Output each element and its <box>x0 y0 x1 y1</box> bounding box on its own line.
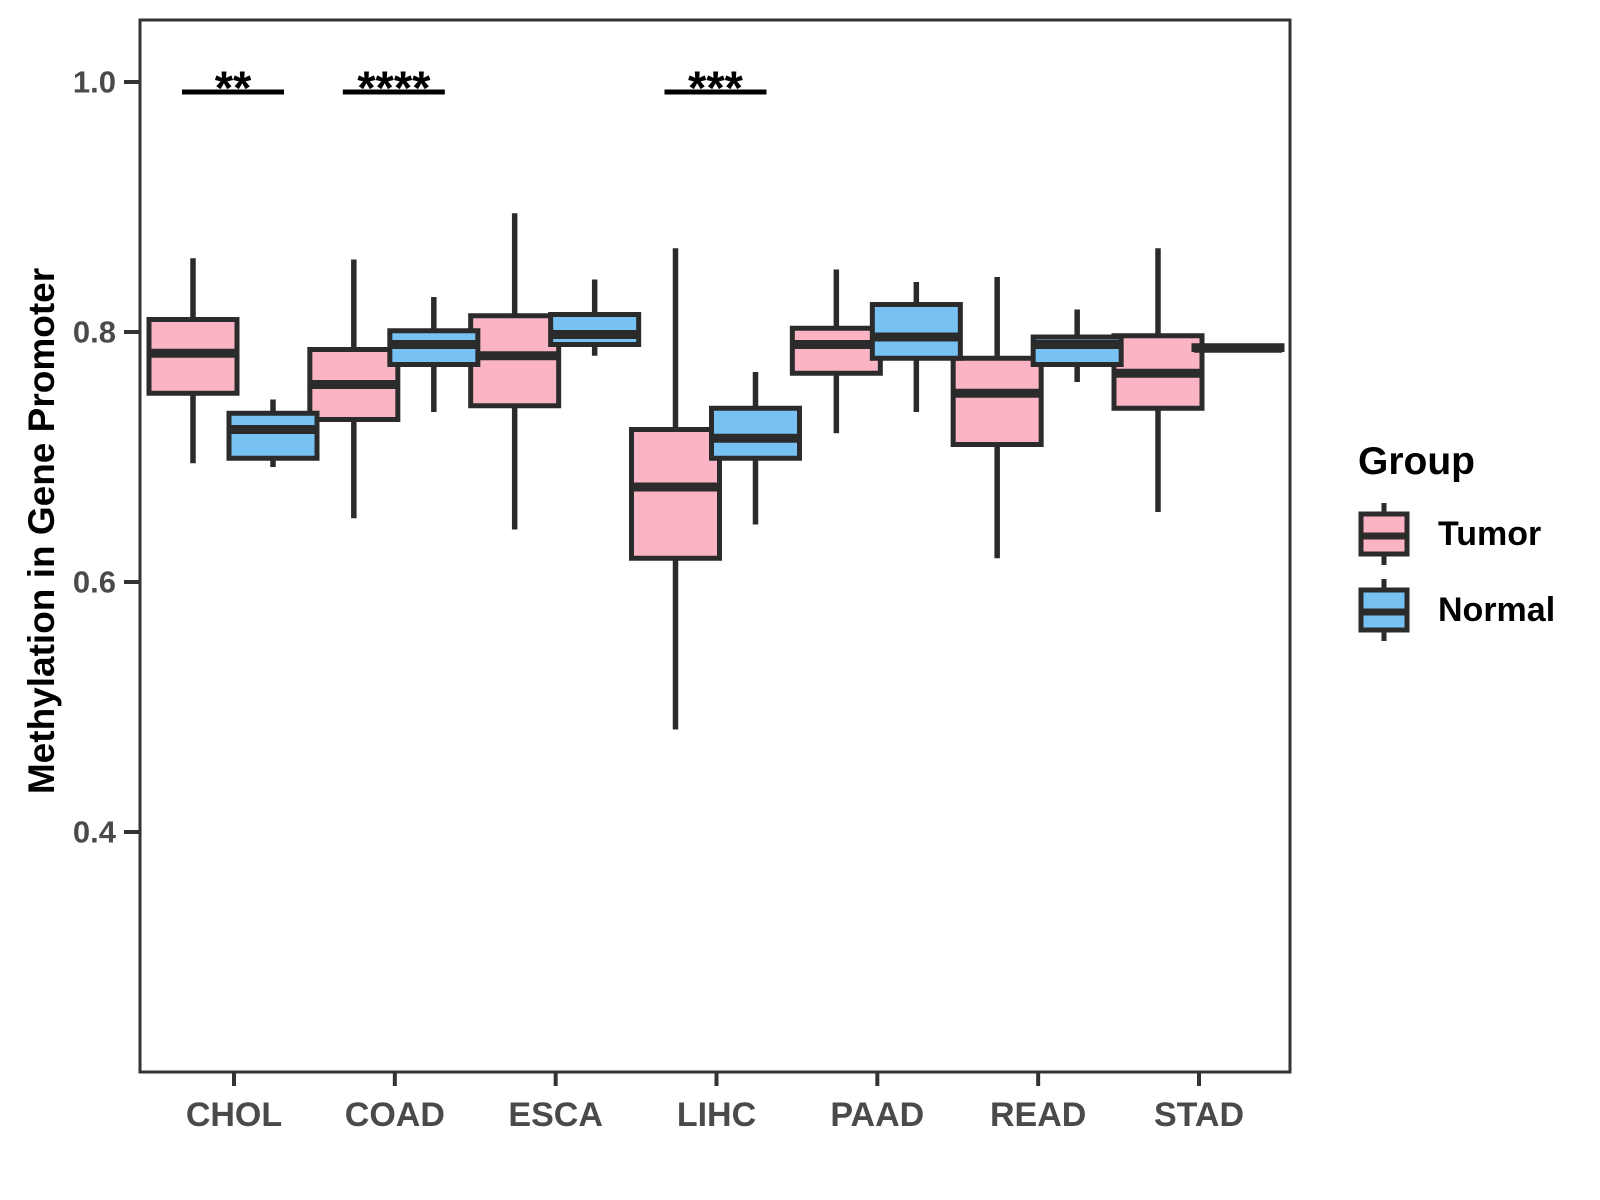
box-tumor-PAAD <box>789 325 883 376</box>
y-tick-label: 0.4 <box>73 815 117 850</box>
x-tick-label-READ: READ <box>990 1096 1086 1134</box>
y-axis-title: Methylation in Gene Promoter <box>21 267 62 795</box>
x-tick-label-ESCA: ESCA <box>508 1096 602 1134</box>
box-normal-PAAD <box>869 302 963 361</box>
sig-label-LIHC: *** <box>688 61 744 114</box>
box-normal-CHOL <box>226 410 320 461</box>
box-tumor-LIHC <box>628 427 722 561</box>
x-tick-label-CHOL: CHOL <box>186 1096 282 1134</box>
y-tick-label: 0.8 <box>73 315 116 350</box>
panel-border <box>138 18 1292 1074</box>
box-tumor-READ <box>950 355 1044 447</box>
boxplot-key-icon <box>1358 579 1410 641</box>
legend-label-tumor: Tumor <box>1438 514 1542 553</box>
y-tick-label: 0.6 <box>73 565 116 600</box>
legend-label-normal: Normal <box>1438 590 1556 629</box>
boxplot-key-icon <box>1358 503 1410 565</box>
x-tick-label-PAAD: PAAD <box>830 1096 924 1134</box>
y-tick-label: 1.0 <box>73 65 116 100</box>
x-tick-label-STAD: STAD <box>1154 1096 1244 1134</box>
box-normal-LIHC <box>708 405 802 461</box>
x-tick-label-COAD: COAD <box>345 1096 445 1134</box>
legend-item-tumor: Tumor <box>1356 498 1555 570</box>
sig-label-CHOL: ** <box>215 61 252 114</box>
legend: Group Tumor Normal <box>1356 440 1555 650</box>
sig-label-COAD: **** <box>357 61 431 114</box>
box-normal-ESCA <box>548 312 642 347</box>
legend-item-normal: Normal <box>1356 574 1555 646</box>
x-tick-label-LIHC: LIHC <box>677 1096 756 1134</box>
legend-title: Group <box>1358 440 1475 483</box>
box-tumor-ESCA <box>468 313 562 409</box>
